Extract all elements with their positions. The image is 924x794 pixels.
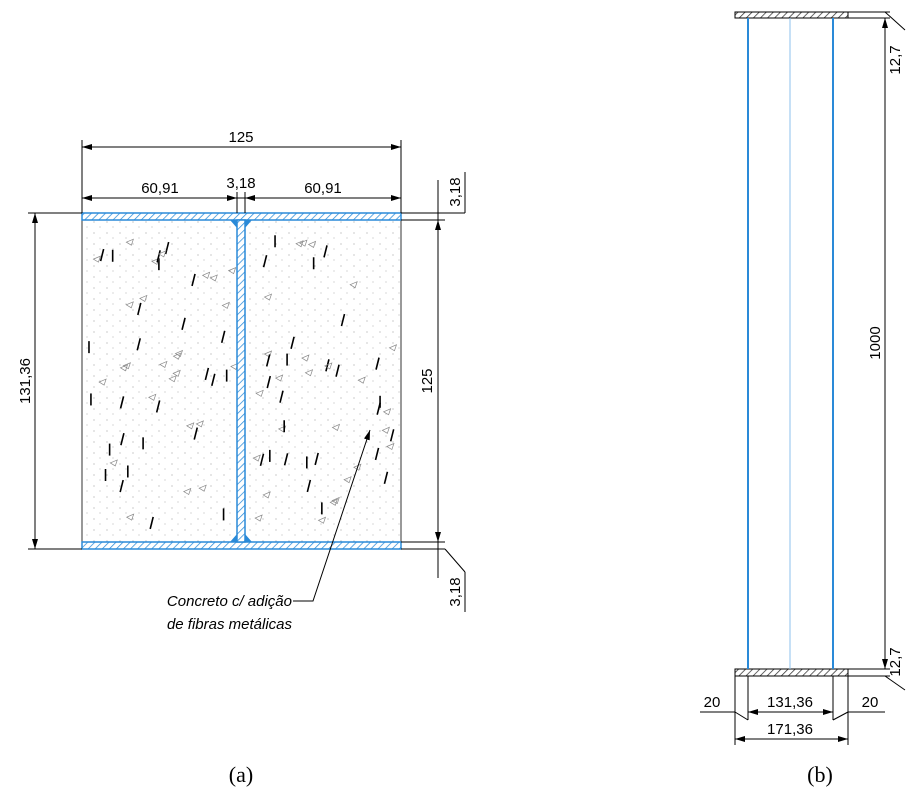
dim-top-plate: 12,7	[887, 45, 904, 74]
dim-top-flange: 3,18	[447, 177, 464, 206]
dim-left-flange: 60,91	[141, 180, 179, 197]
note-line: de fibras metálicas	[167, 616, 293, 633]
top-flange	[82, 213, 401, 220]
dim-section: 131,36	[767, 694, 813, 711]
column-b	[735, 12, 848, 676]
dim-total-height: 131,36	[17, 358, 34, 404]
dim-web-height: 125	[419, 368, 436, 393]
bottom-flange	[82, 542, 401, 549]
dim-web: 3,18	[226, 175, 255, 192]
dimensions-b	[700, 12, 905, 745]
dim-bottom-plate: 12,7	[887, 647, 904, 676]
dim-length: 1000	[867, 326, 884, 359]
note-line: Concreto c/ adição	[167, 593, 292, 610]
section-a	[82, 213, 401, 549]
top-plate	[735, 12, 848, 18]
dim-bottom-flange: 3,18	[447, 577, 464, 606]
bottom-plate	[735, 669, 848, 676]
page: 125 60,91 3,18 60,91 3,18 131,36 125 3,1…	[0, 0, 924, 794]
caption: (b)	[807, 762, 833, 787]
dim-total-width: 125	[228, 129, 253, 146]
dim-left-edge: 20	[704, 694, 721, 711]
dim-plate-width: 171,36	[767, 721, 813, 738]
dim-right-flange: 60,91	[304, 180, 342, 197]
figure: 125 60,91 3,18 60,91 3,18 131,36 125 3,1…	[0, 0, 924, 794]
caption: (a)	[229, 762, 253, 787]
web	[237, 220, 245, 542]
dim-right-edge: 20	[862, 694, 879, 711]
